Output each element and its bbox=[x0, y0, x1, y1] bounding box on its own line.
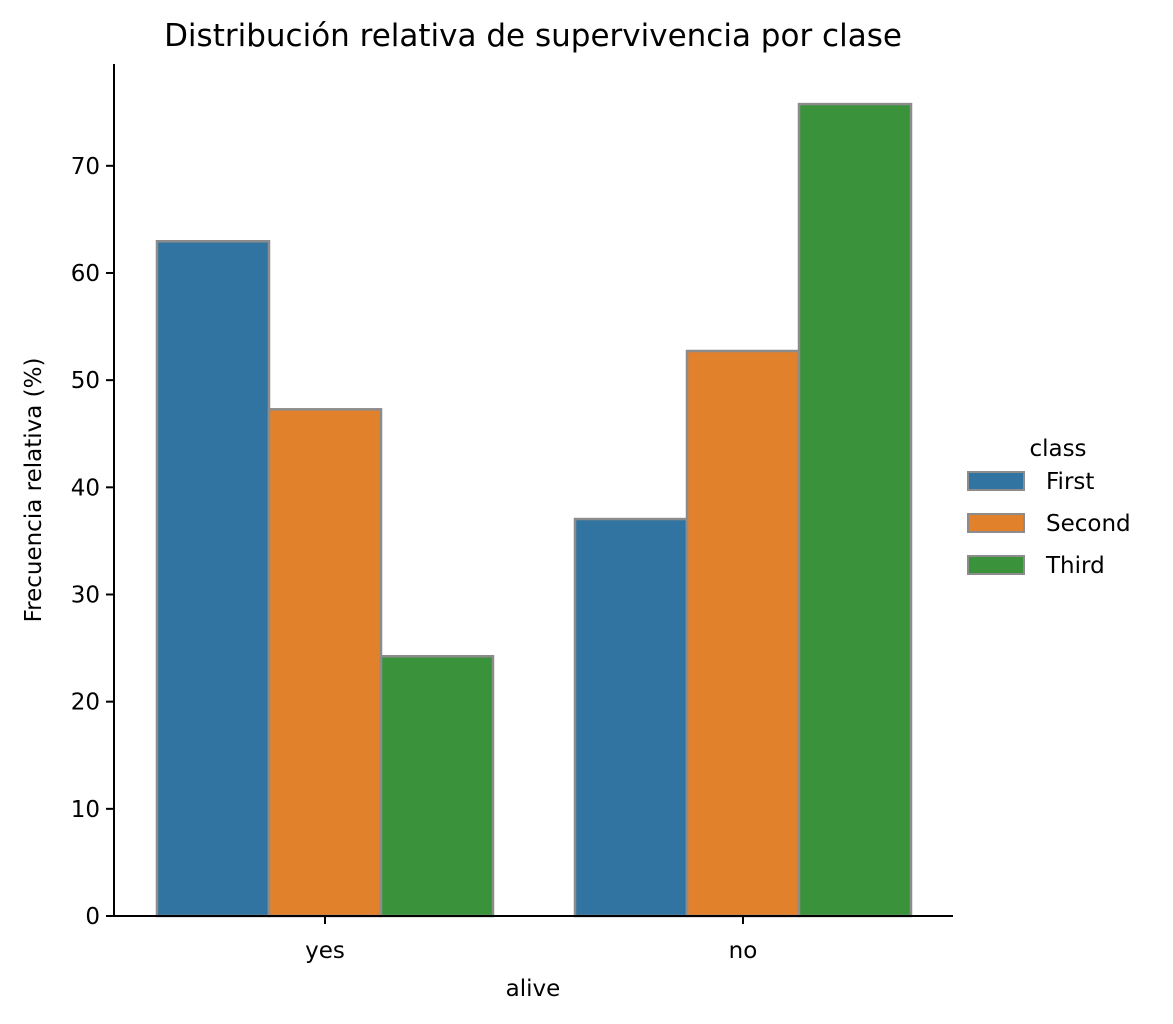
x-axis-ticks: yes no bbox=[305, 916, 757, 964]
bar-no-first bbox=[573, 517, 689, 918]
legend-swatch-third bbox=[967, 555, 1025, 575]
legend-label-second: Second bbox=[1046, 511, 1131, 537]
y-tick-label: 10 bbox=[71, 797, 100, 823]
x-axis-label: alive bbox=[506, 976, 561, 1002]
y-tick-label: 40 bbox=[71, 475, 100, 501]
bars-group bbox=[155, 102, 913, 918]
bar-yes-third bbox=[379, 654, 495, 918]
y-tick-label: 20 bbox=[71, 690, 100, 716]
y-tick-label: 30 bbox=[71, 582, 100, 608]
y-axis-label: Frecuencia relativa (%) bbox=[21, 358, 47, 623]
y-tick-label: 50 bbox=[71, 368, 100, 394]
legend-title: class bbox=[1029, 436, 1086, 462]
bar-yes-first bbox=[155, 240, 271, 918]
y-tick-label: 60 bbox=[71, 261, 100, 287]
legend-swatch-first bbox=[967, 471, 1025, 491]
x-tick-label: yes bbox=[305, 938, 345, 964]
legend-label-third: Third bbox=[1045, 553, 1105, 579]
legend: class First Second Third bbox=[967, 436, 1131, 579]
bar-yes-second bbox=[267, 408, 383, 918]
y-tick-label: 0 bbox=[85, 904, 100, 930]
legend-label-first: First bbox=[1046, 469, 1094, 495]
bar-no-third bbox=[797, 102, 913, 918]
chart-title: Distribución relativa de supervivencia p… bbox=[164, 18, 902, 54]
y-axis-ticks: 0 10 20 30 40 50 60 70 bbox=[71, 154, 114, 930]
bar-no-second bbox=[685, 349, 801, 918]
legend-swatch-second bbox=[967, 513, 1025, 533]
y-tick-label: 70 bbox=[71, 154, 100, 180]
x-tick-label: no bbox=[729, 938, 758, 964]
